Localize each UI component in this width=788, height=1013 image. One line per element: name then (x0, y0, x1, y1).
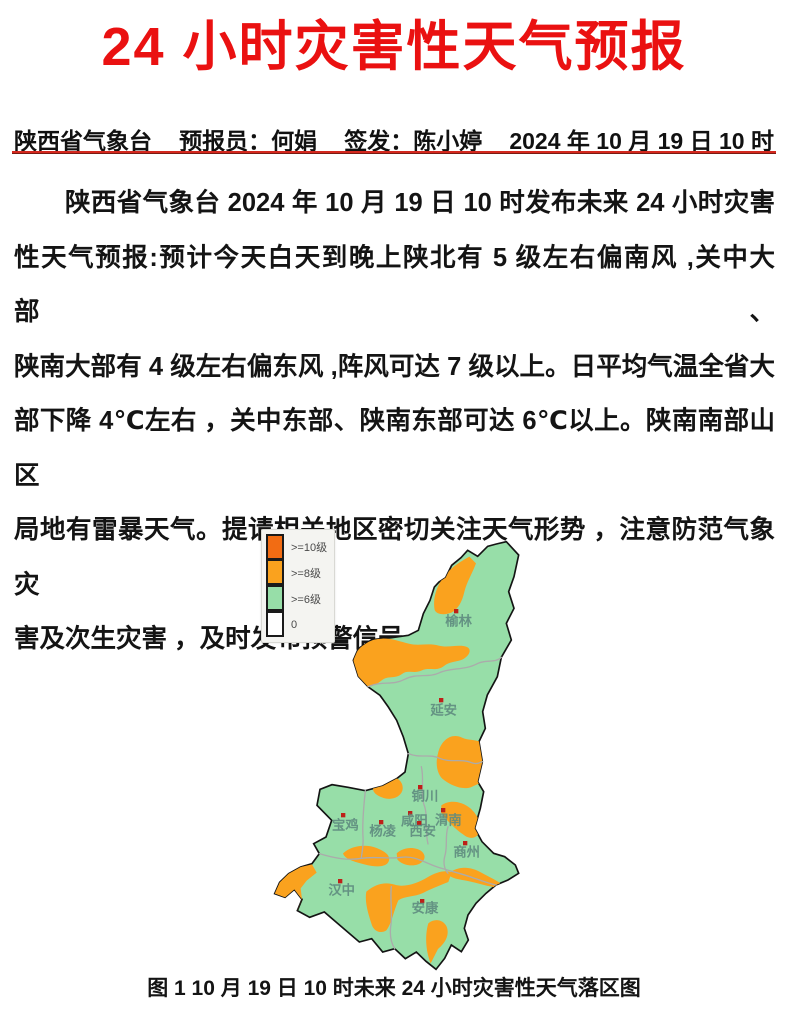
city-marker (463, 841, 468, 846)
city-label: 商州 (453, 844, 480, 860)
legend-row: 0 (266, 611, 330, 638)
city-label: 杨凌 (369, 822, 396, 838)
figure-caption: 图 1 10 月 19 日 10 时未来 24 小时灾害性天气落区图 (147, 977, 641, 1000)
city-marker (408, 811, 413, 816)
city-marker (418, 785, 423, 790)
city-label: 延安 (429, 701, 457, 717)
city-marker (379, 820, 384, 825)
city-label: 西安 (409, 822, 436, 838)
legend-label: >=10级 (291, 542, 328, 554)
weather-map: 榆林 延安 铜川 渭南 咸阳 西安 杨凌 宝鸡 商州 汉中 安康 >=10级 >=8级 >=6级 0 (248, 520, 560, 982)
city-marker (341, 813, 346, 818)
city-marker (441, 808, 446, 813)
red-divider-line (12, 151, 776, 154)
body-line: 部下降 4℃左右 ，关中东部、陕南东部可达 6℃以上。陕南南部山区 (14, 407, 775, 490)
body-line: 陕南大部有 4 级左右偏东风 ,阵风可达 7 级以上。日平均气温全省大 (14, 352, 775, 381)
body-line: 陕西省气象台 2024 年 10 月 19 日 10 时发布未来 24 小时灾害 (65, 189, 775, 217)
city-label: 榆林 (445, 612, 472, 628)
body-line: 局地有雷暴天气。提请相关地区密切关注天气形势 ，注意防范气象灾 (14, 516, 775, 599)
forecaster-name: 预报员：何娟 (179, 128, 318, 154)
legend-swatch-zero (266, 611, 284, 637)
inner-borders (318, 656, 502, 950)
meta-row: 陕西省气象台 预报员：何娟 签发：陈小婷 2024 年 10 月 19 日 10… (14, 122, 774, 156)
legend-label: >=6级 (291, 594, 321, 606)
issue-datetime: 2024 年 10 月 19 日 10 时 (509, 128, 774, 154)
legend-row: >=8级 (266, 559, 330, 586)
legend-row: >=6级 (266, 585, 330, 612)
legend-label: >=8级 (291, 568, 321, 580)
city-marker (338, 879, 343, 884)
city-marker (420, 899, 425, 904)
city-label: 渭南 (435, 811, 462, 827)
legend-swatch-ge10 (266, 534, 284, 560)
city-marker (439, 698, 444, 703)
body-line: 性天气预报:预计今天白天到晚上陕北有 5 级左右偏南风 ,关中大部、 (14, 243, 775, 327)
legend-row: >=10级 (266, 534, 330, 560)
legend-swatch-ge6 (266, 585, 284, 611)
city-label: 铜川 (412, 788, 439, 804)
legend-swatch-ge8 (266, 559, 284, 585)
wind-zone-layer (274, 556, 501, 964)
legend-label: 0 (291, 619, 298, 631)
agency-name: 陕西省气象台 (14, 128, 152, 154)
map-legend: >=10级 >=8级 >=6级 0 (261, 529, 335, 643)
city-marker (417, 821, 422, 826)
signer-name: 签发：陈小婷 (344, 128, 483, 154)
page-title: 24 小时灾害性天气预报 (101, 17, 687, 77)
city-label: 汉中 (328, 882, 355, 898)
city-marker (454, 609, 459, 614)
city-label: 安康 (412, 900, 439, 916)
city-label: 宝鸡 (332, 816, 359, 832)
